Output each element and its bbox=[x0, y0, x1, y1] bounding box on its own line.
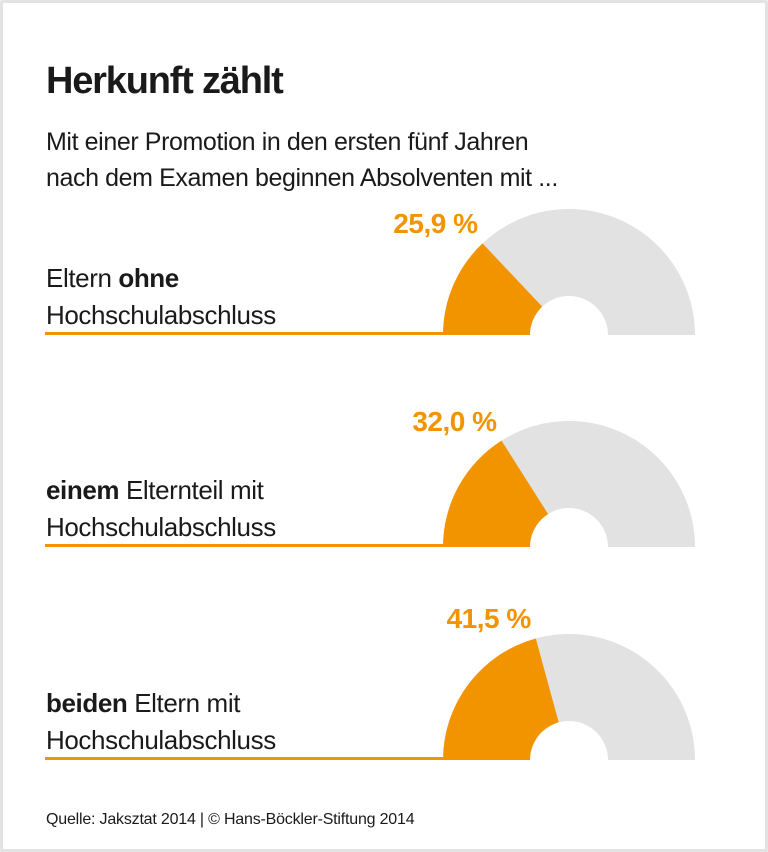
baseline-rule bbox=[45, 332, 569, 335]
category-label: einem Elternteil mit Hochschulabschluss bbox=[46, 472, 276, 546]
label-text: Eltern mit bbox=[127, 688, 241, 718]
gauge-row-beide-eltern: 41,5 % beiden Eltern mit Hochschulabschl… bbox=[0, 603, 768, 763]
semi-donut-chart bbox=[45, 634, 695, 763]
gauge-row-eltern-ohne: 25,9 % Eltern ohne Hochschulabschluss bbox=[0, 188, 768, 338]
label-text: Elternteil mit bbox=[119, 475, 264, 505]
label-text-bold: einem bbox=[46, 475, 120, 505]
donut-hole bbox=[530, 296, 608, 338]
gauge-row-ein-elternteil: 32,0 % einem Elternteil mit Hochschulabs… bbox=[0, 400, 768, 550]
baseline-rule bbox=[45, 757, 569, 760]
label-text: Eltern bbox=[46, 263, 119, 293]
category-label: beiden Eltern mit Hochschulabschluss bbox=[46, 685, 276, 759]
baseline-rule bbox=[45, 544, 569, 547]
page-title: Herkunft zählt bbox=[46, 60, 284, 103]
donut-value-segment bbox=[443, 638, 569, 760]
semi-donut-chart bbox=[45, 421, 695, 550]
chart-subtitle: Mit einer Promotion in den ersten fünf J… bbox=[46, 128, 558, 192]
category-label: Eltern ohne Hochschulabschluss bbox=[46, 260, 276, 334]
donut-hole bbox=[530, 721, 608, 763]
value-label: 25,9 % bbox=[393, 208, 478, 240]
label-text-bold: beiden bbox=[46, 688, 128, 718]
donut-value-segment bbox=[443, 440, 569, 547]
donut-hole bbox=[530, 508, 608, 550]
semi-donut-chart bbox=[45, 209, 695, 338]
value-label: 41,5 % bbox=[446, 603, 532, 635]
label-text-bold: ohne bbox=[118, 263, 179, 293]
label-text-line2: Hochschulabschluss bbox=[46, 512, 276, 542]
value-label: 32,0 % bbox=[412, 405, 497, 437]
label-text-line2: Hochschulabschluss bbox=[46, 300, 276, 330]
source-line: Quelle: Jaksztat 2014 | © Hans-Böckler-S… bbox=[46, 811, 415, 828]
label-text-line2: Hochschulabschluss bbox=[46, 725, 276, 755]
